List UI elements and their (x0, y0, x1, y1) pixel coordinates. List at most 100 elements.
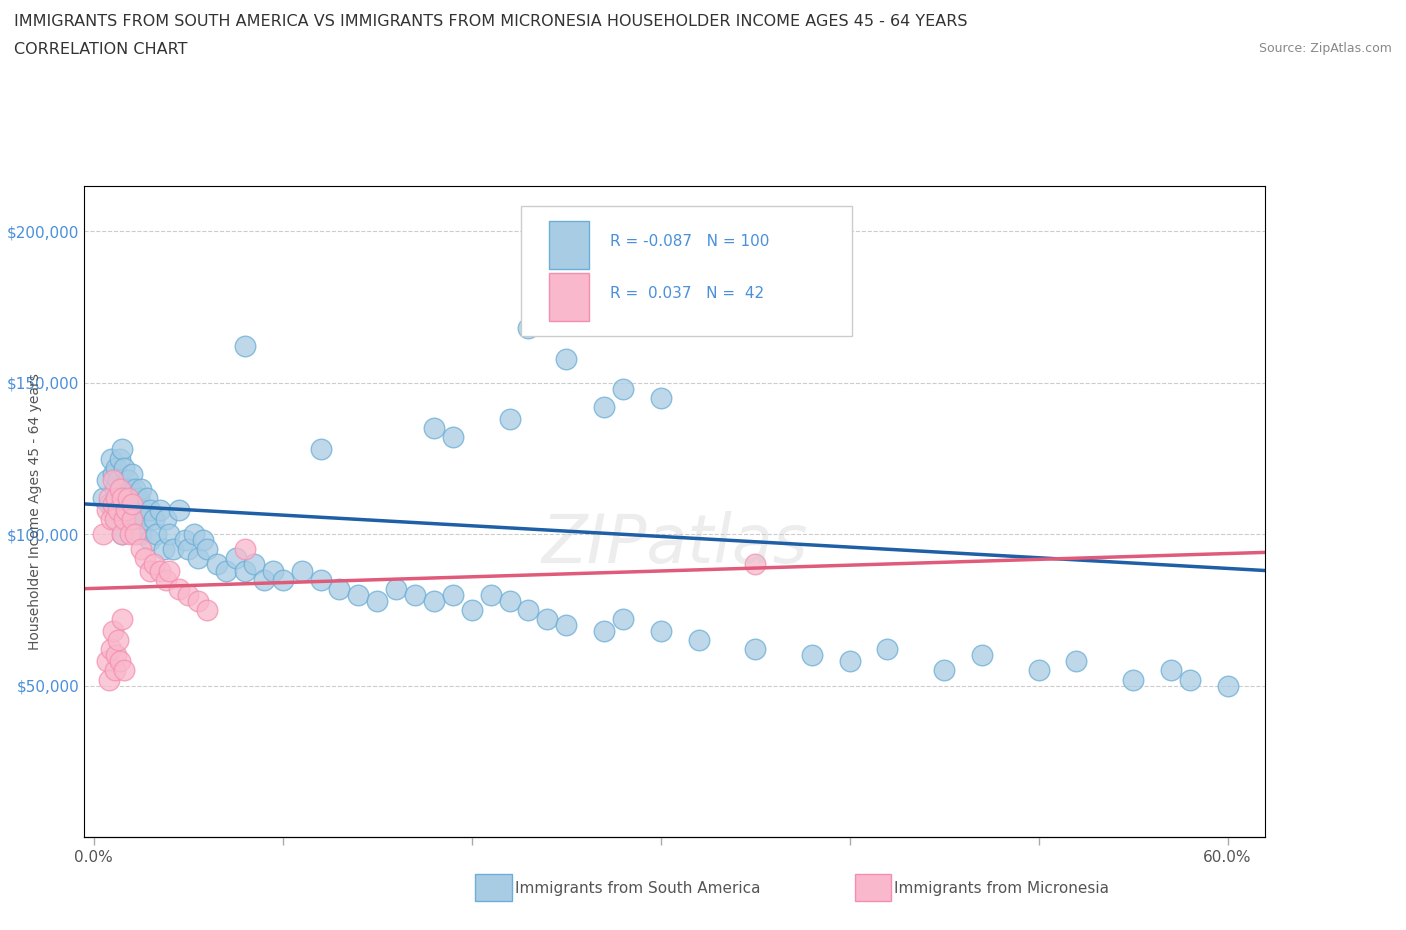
Point (970, 648, 993, 663)
Text: Source: ZipAtlas.com: Source: ZipAtlas.com (1258, 42, 1392, 55)
Point (112, 460, 135, 475)
Point (366, 593, 388, 608)
Point (101, 497, 124, 512)
Point (145, 526, 167, 541)
Point (347, 588, 370, 603)
Point (107, 632, 129, 647)
Point (132, 502, 155, 517)
Point (104, 482, 127, 497)
Point (97, 672, 120, 687)
Text: Householder Income Ages 45 - 64 years: Householder Income Ages 45 - 64 years (28, 373, 42, 650)
Point (101, 466, 124, 481)
Point (195, 603, 218, 618)
Point (183, 526, 205, 541)
Point (167, 502, 190, 517)
Point (328, 581, 350, 596)
Point (121, 497, 143, 512)
Point (233, 563, 256, 578)
Point (225, 551, 247, 565)
Point (149, 502, 172, 517)
Point (271, 572, 294, 587)
Text: ZIPatlas: ZIPatlas (541, 512, 808, 577)
Point (688, 632, 710, 647)
Point (112, 512, 135, 526)
Point (233, 339, 256, 354)
Point (157, 526, 180, 541)
Point (195, 542, 218, 557)
Point (129, 526, 152, 541)
Point (105, 460, 128, 475)
Point (112, 502, 135, 517)
Point (262, 563, 284, 578)
Point (107, 502, 129, 517)
Point (121, 466, 143, 481)
Point (479, 588, 502, 603)
Point (111, 526, 134, 541)
Point (111, 442, 134, 457)
Point (104, 512, 127, 526)
Point (105, 648, 128, 663)
Point (385, 581, 408, 596)
Point (122, 502, 145, 517)
Point (97, 497, 120, 512)
Point (162, 542, 184, 557)
Point (121, 512, 143, 526)
Point (101, 502, 124, 517)
Point (124, 526, 146, 541)
Point (800, 648, 823, 663)
Point (107, 502, 129, 517)
Point (155, 572, 177, 587)
Point (121, 512, 143, 526)
Point (744, 642, 766, 657)
Point (111, 612, 134, 627)
Point (105, 490, 128, 505)
Point (115, 490, 138, 505)
Point (135, 490, 157, 505)
Point (934, 663, 956, 678)
Point (291, 563, 314, 578)
Point (111, 526, 134, 541)
Point (423, 593, 446, 608)
Point (498, 593, 520, 608)
FancyBboxPatch shape (548, 220, 589, 269)
Point (612, 381, 634, 396)
Point (107, 472, 129, 487)
Point (91, 490, 114, 505)
Point (1028, 663, 1050, 678)
Point (177, 588, 200, 603)
Point (187, 593, 209, 608)
Point (876, 642, 898, 657)
Point (117, 502, 139, 517)
Point (243, 557, 266, 572)
Point (122, 490, 145, 505)
Point (118, 482, 141, 497)
Point (612, 612, 634, 627)
Point (127, 512, 149, 526)
Point (100, 512, 122, 526)
Point (309, 572, 332, 587)
Point (744, 557, 766, 572)
Point (253, 572, 276, 587)
Point (104, 663, 127, 678)
Point (115, 502, 138, 517)
Text: CORRELATION CHART: CORRELATION CHART (14, 42, 187, 57)
Point (117, 490, 139, 505)
Point (134, 512, 156, 526)
Point (1178, 672, 1201, 687)
Point (215, 563, 238, 578)
Point (110, 451, 132, 466)
Text: R =  0.037   N =  42: R = 0.037 N = 42 (610, 286, 763, 301)
Point (139, 533, 162, 548)
Point (517, 603, 540, 618)
Point (423, 420, 446, 435)
Point (91, 526, 114, 541)
Text: R = -0.087   N = 100: R = -0.087 N = 100 (610, 233, 769, 249)
Point (97, 490, 120, 505)
Point (128, 490, 150, 505)
Point (233, 542, 256, 557)
Point (650, 624, 672, 639)
Point (139, 563, 162, 578)
Point (96, 502, 118, 517)
Point (536, 612, 558, 627)
Point (100, 451, 122, 466)
